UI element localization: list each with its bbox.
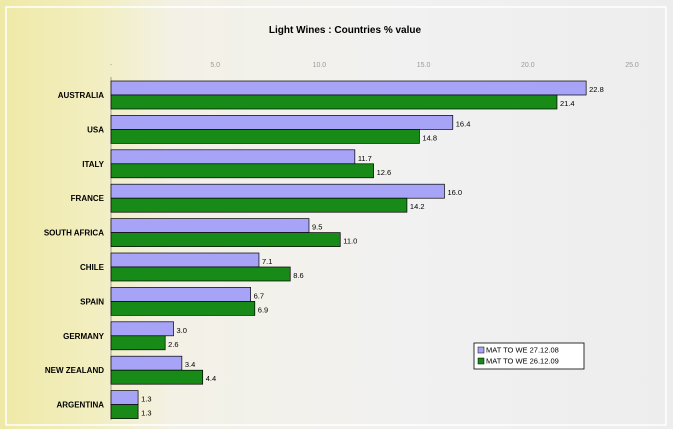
data-label: 9.5 [312,223,322,232]
data-label: 16.0 [447,188,462,197]
data-label: 1.3 [141,409,151,418]
data-label: 21.4 [560,99,575,108]
category-label: AUSTRALIA [58,91,104,100]
bar-2009 [110,197,408,213]
category-label: GERMANY [63,332,105,341]
data-label: 22.8 [589,85,604,94]
data-label: 14.2 [410,202,425,211]
bar-2009 [110,232,341,247]
x-tick-label: 5.0 [210,62,220,69]
bar-2009 [110,369,204,385]
data-label: 2.6 [168,340,178,349]
category-label: ITALY [82,160,104,169]
legend-label-2009: MAT TO WE 26.12.09 [486,357,559,366]
bar-2008 [110,115,454,130]
x-tick-label: 15.0 [417,62,431,69]
data-labels: 22.8 21.4 16.4 14.8 11.7 12.6 16.0 14.2 9.5 11.0 7… [141,85,604,418]
legend-swatch-2009 [477,357,485,365]
data-label: 14.8 [422,133,437,142]
bar-2009 [110,94,558,110]
category-label: SPAIN [80,297,104,306]
legend-swatch-2008 [477,346,485,354]
data-label: 3.0 [177,326,187,335]
bar-2008 [110,149,356,165]
bar-2009 [110,163,374,179]
bar-2009 [110,266,291,282]
category-label: FRANCE [71,194,105,203]
category-label: ARGENTINA [56,401,104,410]
chart-area-border [5,6,667,426]
bar-2009 [110,301,256,316]
data-label: 3.4 [185,360,195,369]
category-labels: AUSTRALIA USA ITALY FRANCE SOUTH AFRICA CHILE… [44,91,105,410]
bar-2009 [110,404,139,419]
x-tick-label: 10.0 [313,62,327,69]
bar-2009 [110,129,420,144]
bar-2008 [110,183,445,199]
bar-2009 [110,335,166,351]
legend-box [473,342,585,370]
bar-2008 [110,252,260,268]
bar-2008 [110,390,139,405]
data-label: 6.7 [254,291,264,300]
category-label: USA [87,125,104,134]
data-label: 16.4 [456,119,471,128]
value-axis: - 5.0 10.0 15.0 20.0 25.0 [110,62,639,69]
data-label: 11.0 [343,237,357,246]
data-label: 1.3 [141,395,151,404]
data-label: 11.7 [358,154,372,163]
data-label: 6.9 [258,305,268,314]
legend: MAT TO WE 27.12.08 MAT TO WE 26.12.09 [473,342,585,370]
data-label: 7.1 [262,257,272,266]
bar-2008 [110,80,587,96]
x-tick-label: - [110,62,113,69]
data-label: 4.4 [206,374,216,383]
bars [110,80,587,419]
legend-label-2008: MAT TO WE 27.12.08 [486,346,559,355]
bar-2008 [110,355,183,371]
data-label: 12.6 [377,168,392,177]
bar-2008 [110,321,174,337]
category-label: CHILE [80,263,105,272]
bar-2008 [110,218,310,233]
x-tick-label: 20.0 [521,62,535,69]
category-label: SOUTH AFRICA [44,229,104,238]
category-label: NEW ZEALAND [45,366,104,375]
x-tick-label: 25.0 [625,62,639,69]
bar-2008 [110,287,251,302]
data-label: 8.6 [293,271,303,280]
chart-title: Light Wines : Countries % value [269,25,422,36]
